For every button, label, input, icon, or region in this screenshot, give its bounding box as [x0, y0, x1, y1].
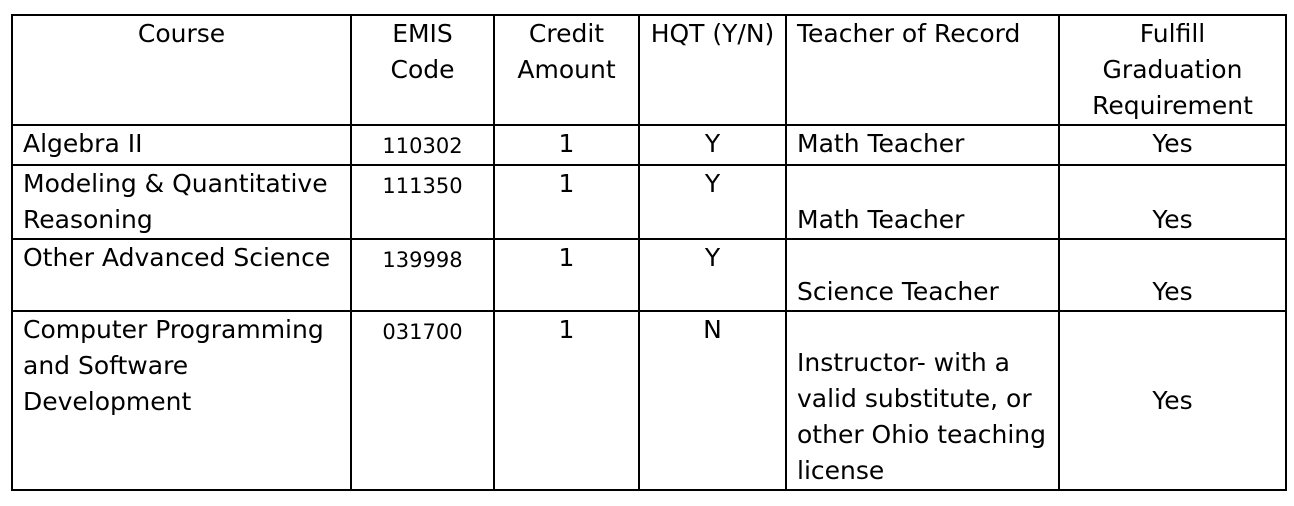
credit-cell: 1	[493, 310, 640, 491]
course-cell: Algebra II	[11, 124, 352, 166]
teacher-cell: Math Teacher	[785, 124, 1060, 166]
course-cell: Computer Programming and Software Develo…	[11, 310, 352, 491]
table-row: Algebra II 110302 1 Y Math Teacher Yes	[11, 124, 1287, 166]
header-teacher-of-record: Teacher of Record	[785, 14, 1060, 126]
header-emis-code: EMIS Code	[350, 14, 495, 126]
courses-table: Course EMIS Code Credit Amount HQT (Y/N)…	[11, 14, 1287, 491]
emis-code-cell: 139998	[350, 238, 495, 312]
hqt-cell: Y	[638, 124, 787, 166]
fulfill-cell: Yes	[1058, 310, 1287, 491]
course-cell: Modeling & Quantitative Reasoning	[11, 164, 352, 240]
emis-code-cell: 110302	[350, 124, 495, 166]
header-hqt: HQT (Y/N)	[638, 14, 787, 126]
teacher-cell: Instructor- with a valid substitute, or …	[785, 310, 1060, 491]
table-row: Other Advanced Science 139998 1 Y Scienc…	[11, 238, 1287, 312]
emis-code-cell: 031700	[350, 310, 495, 491]
header-row: Course EMIS Code Credit Amount HQT (Y/N)…	[11, 14, 1287, 126]
header-fulfill-graduation: Fulfill Graduation Requirement	[1058, 14, 1287, 126]
teacher-cell: Math Teacher	[785, 164, 1060, 240]
course-cell: Other Advanced Science	[11, 238, 352, 312]
table-row: Modeling & Quantitative Reasoning 111350…	[11, 164, 1287, 240]
fulfill-cell: Yes	[1058, 238, 1287, 312]
hqt-cell: Y	[638, 164, 787, 240]
hqt-cell: Y	[638, 238, 787, 312]
credit-cell: 1	[493, 124, 640, 166]
credit-cell: 1	[493, 238, 640, 312]
credit-cell: 1	[493, 164, 640, 240]
table-row: Computer Programming and Software Develo…	[11, 310, 1287, 491]
emis-code-cell: 111350	[350, 164, 495, 240]
teacher-cell: Science Teacher	[785, 238, 1060, 312]
header-credit-amount: Credit Amount	[493, 14, 640, 126]
fulfill-cell: Yes	[1058, 164, 1287, 240]
hqt-cell: N	[638, 310, 787, 491]
fulfill-cell: Yes	[1058, 124, 1287, 166]
header-course: Course	[11, 14, 352, 126]
